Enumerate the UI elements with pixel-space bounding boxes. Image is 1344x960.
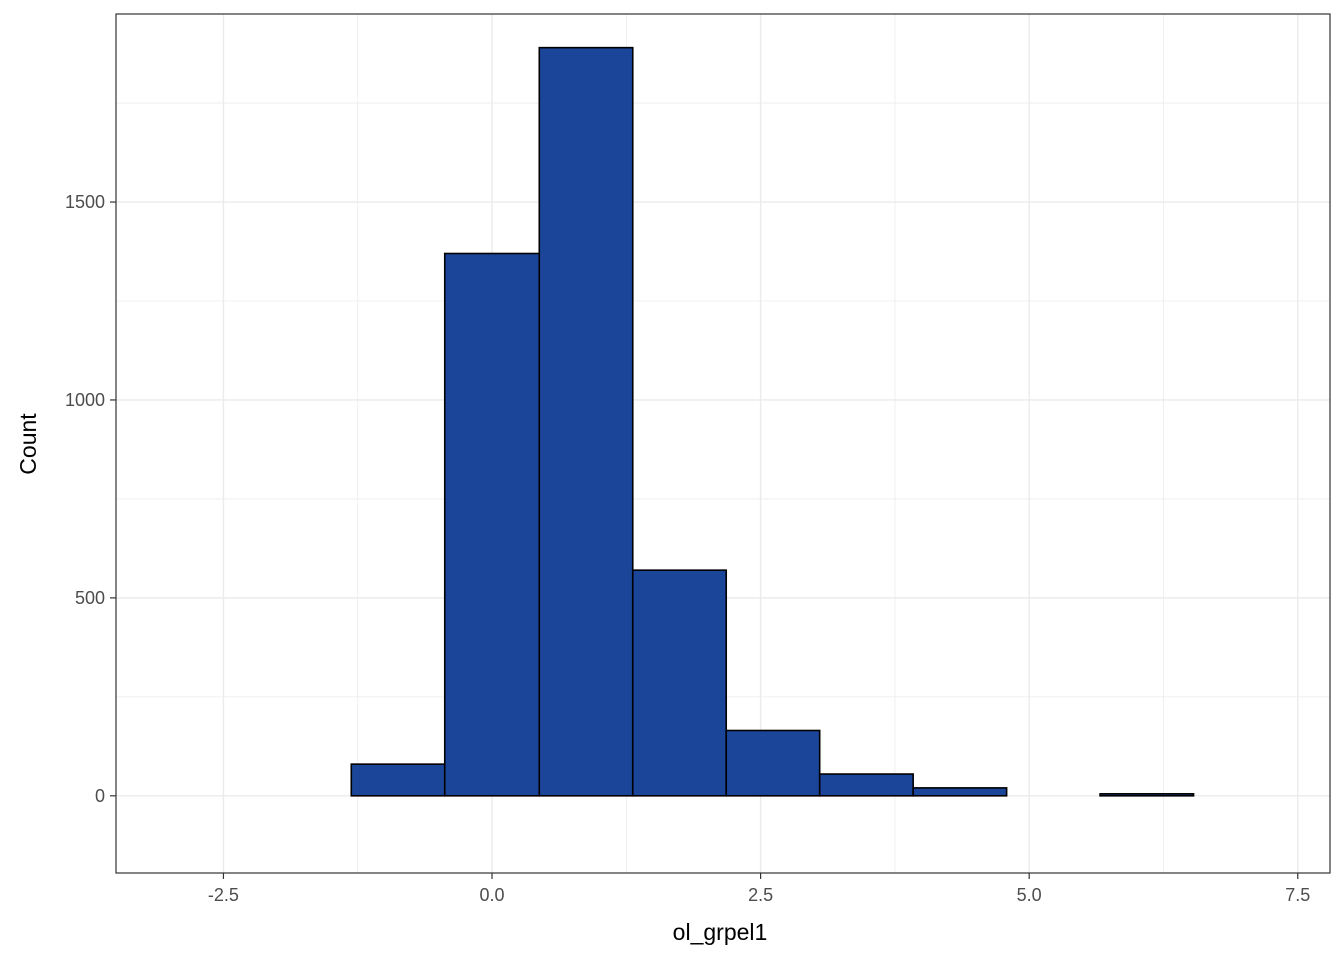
histogram-bar [1099, 793, 1195, 797]
x-tick-label: 5.0 [1017, 885, 1042, 905]
x-tick-label: 2.5 [748, 885, 773, 905]
y-axis: 0 500 1000 1500 [65, 192, 116, 806]
histogram-bar [912, 787, 1008, 797]
histogram-bar [818, 773, 914, 797]
x-tick-label: 7.5 [1285, 885, 1310, 905]
histogram-bar [631, 569, 728, 797]
x-tick-label: -2.5 [208, 885, 239, 905]
histogram-bar [538, 46, 634, 797]
x-tick-label: 0.0 [480, 885, 505, 905]
y-tick-label: 500 [75, 588, 105, 608]
histogram-bars [350, 46, 1195, 797]
y-tick-label: 1000 [65, 390, 105, 410]
y-axis-title: Count [15, 413, 41, 475]
histogram-bar [350, 763, 446, 797]
histogram-bar [443, 252, 541, 797]
histogram-bar [725, 729, 821, 797]
y-tick-label: 0 [95, 786, 105, 806]
x-axis: -2.5 0.0 2.5 5.0 7.5 [208, 873, 1310, 905]
y-tick-label: 1500 [65, 192, 105, 212]
plot-panel-border [115, 13, 1331, 874]
x-axis-title: ol_grpel1 [673, 919, 768, 945]
